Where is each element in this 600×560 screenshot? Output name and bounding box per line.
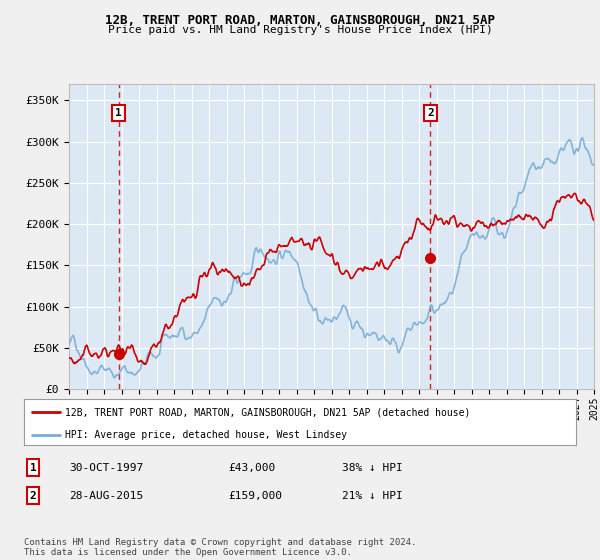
Text: 12B, TRENT PORT ROAD, MARTON, GAINSBOROUGH, DN21 5AP: 12B, TRENT PORT ROAD, MARTON, GAINSBOROU… <box>105 14 495 27</box>
Text: 2: 2 <box>29 491 37 501</box>
Text: 38% ↓ HPI: 38% ↓ HPI <box>342 463 403 473</box>
Text: Price paid vs. HM Land Registry's House Price Index (HPI): Price paid vs. HM Land Registry's House … <box>107 25 493 35</box>
Text: Contains HM Land Registry data © Crown copyright and database right 2024.
This d: Contains HM Land Registry data © Crown c… <box>24 538 416 557</box>
Text: HPI: Average price, detached house, West Lindsey: HPI: Average price, detached house, West… <box>65 430 347 440</box>
Text: £159,000: £159,000 <box>228 491 282 501</box>
Text: 30-OCT-1997: 30-OCT-1997 <box>69 463 143 473</box>
Text: 2: 2 <box>427 108 434 118</box>
Text: £43,000: £43,000 <box>228 463 275 473</box>
Text: 1: 1 <box>29 463 37 473</box>
Text: 1: 1 <box>115 108 122 118</box>
Text: 12B, TRENT PORT ROAD, MARTON, GAINSBOROUGH, DN21 5AP (detached house): 12B, TRENT PORT ROAD, MARTON, GAINSBOROU… <box>65 407 471 417</box>
Text: 28-AUG-2015: 28-AUG-2015 <box>69 491 143 501</box>
Text: 21% ↓ HPI: 21% ↓ HPI <box>342 491 403 501</box>
